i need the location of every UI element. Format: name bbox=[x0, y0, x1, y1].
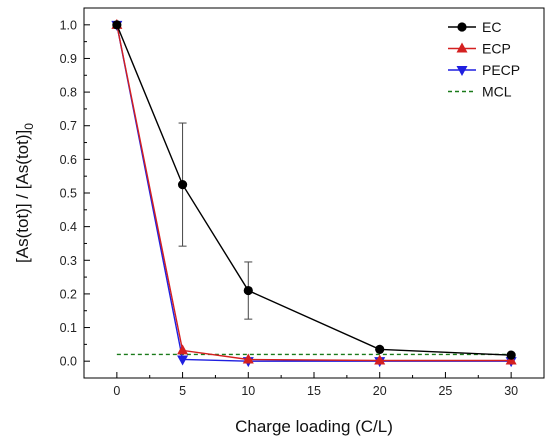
y-tick-label: 0.5 bbox=[60, 187, 77, 201]
data-point-ec bbox=[177, 179, 188, 190]
legend-label-mcl: MCL bbox=[482, 84, 512, 100]
legend-label-ecp: ECP bbox=[482, 41, 511, 57]
legend: EC ECP PECP MCL bbox=[448, 19, 520, 100]
series-line-ecp bbox=[116, 24, 512, 362]
legend-marker-pecp bbox=[456, 66, 468, 76]
y-tick-label: 0.2 bbox=[60, 287, 77, 301]
plot-frame bbox=[83, 7, 545, 379]
data-point-ec bbox=[375, 344, 385, 355]
legend-item-pecp: PECP bbox=[448, 62, 520, 78]
x-tick-label: 5 bbox=[179, 384, 186, 398]
data-point-ec bbox=[112, 20, 122, 30]
data-point-ecp bbox=[374, 354, 386, 365]
x-tick-label: 10 bbox=[241, 384, 255, 398]
legend-item-ec: EC bbox=[448, 19, 501, 35]
series-line-ec bbox=[116, 24, 512, 356]
data-point-ec bbox=[506, 350, 516, 360]
data-point-pecp bbox=[177, 355, 189, 366]
legend-label-pecp: PECP bbox=[482, 62, 520, 78]
x-tick-label: 15 bbox=[307, 384, 321, 398]
legend-item-mcl: MCL bbox=[448, 84, 512, 100]
legend-label-ec: EC bbox=[482, 19, 501, 35]
x-tick-label: 20 bbox=[373, 384, 387, 398]
x-tick-label: 0 bbox=[113, 384, 120, 398]
x-axis-title: Charge loading (C/L) bbox=[235, 417, 393, 436]
series-line-pecp bbox=[116, 24, 512, 362]
y-axis-title-main: [As(tot)] / [As(tot)] bbox=[13, 130, 32, 263]
y-tick-label: 0.6 bbox=[60, 153, 77, 167]
series-layer bbox=[111, 18, 517, 368]
y-tick-label: 0.0 bbox=[60, 355, 77, 369]
y-tick-label: 0.4 bbox=[60, 220, 77, 234]
x-axis: 0 5 10 15 20 25 30 bbox=[113, 372, 518, 398]
data-point-ec bbox=[243, 285, 253, 296]
y-tick-label: 0.8 bbox=[60, 86, 77, 100]
y-tick-label: 0.1 bbox=[60, 321, 77, 335]
legend-marker-ec bbox=[457, 22, 467, 32]
y-tick-label: 0.9 bbox=[60, 52, 77, 66]
legend-item-ecp: ECP bbox=[448, 41, 511, 57]
series-ec bbox=[112, 20, 516, 360]
y-tick-label: 0.7 bbox=[60, 119, 77, 133]
y-axis-title-subscript: 0 bbox=[22, 123, 36, 130]
y-axis: 0.0 0.1 0.2 0.3 0.4 0.5 0.6 0.7 0.8 0.9 1.0 bbox=[60, 18, 90, 369]
y-tick-label: 1.0 bbox=[60, 18, 77, 32]
x-tick-label: 30 bbox=[504, 384, 518, 398]
data-point-ecp bbox=[242, 353, 254, 364]
y-tick-label: 0.3 bbox=[60, 254, 77, 268]
x-tick-label: 25 bbox=[438, 384, 452, 398]
series-pecp bbox=[111, 20, 517, 368]
y-axis-title: [As(tot)] / [As(tot)]0 bbox=[13, 123, 36, 263]
data-point-ecp bbox=[177, 344, 189, 355]
legend-marker-ecp bbox=[456, 42, 468, 53]
